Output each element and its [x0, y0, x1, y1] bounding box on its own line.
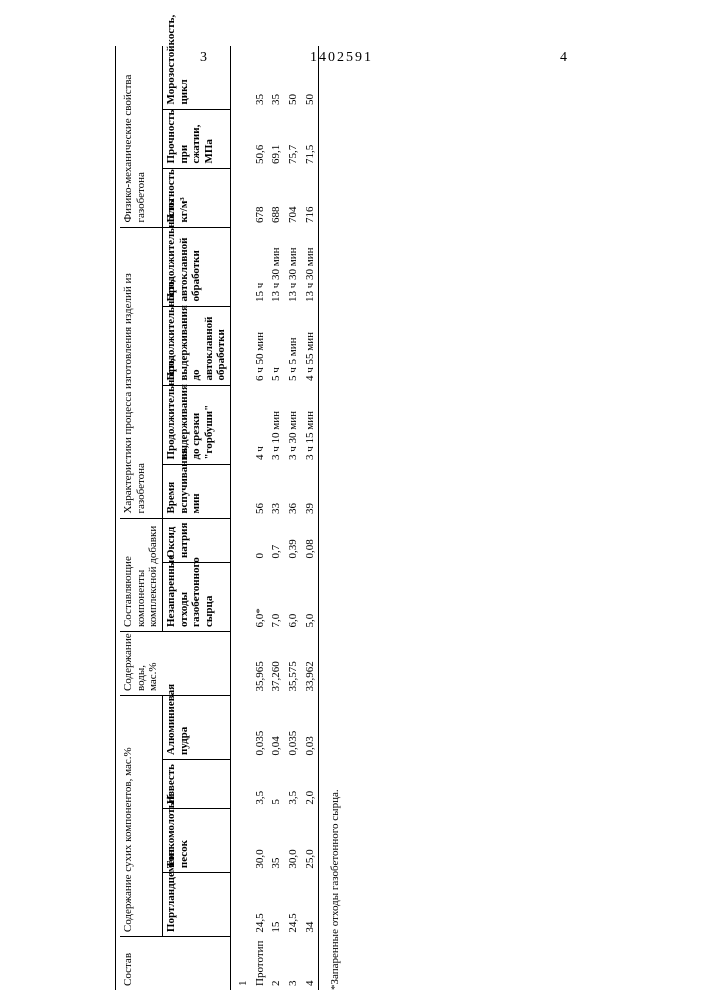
cell: 5 ч	[268, 306, 285, 385]
cell: 0,03	[302, 696, 319, 760]
cell: 13 ч 30 мин	[285, 227, 302, 306]
cell: 0,04	[268, 696, 285, 760]
cell: 35,575	[285, 632, 302, 696]
cell: 24,5	[252, 873, 269, 937]
cell: 5,0	[302, 563, 319, 632]
cell: 75,7	[285, 109, 302, 168]
cell: 13 ч 30 мин	[268, 227, 285, 306]
cell: 0	[252, 518, 269, 563]
footnote: *Запаренные отходы газобетонного сырца.	[329, 110, 341, 990]
cell: 13 ч 30 мин	[302, 227, 319, 306]
col-strength: Прочность при сжатии, МПа	[162, 109, 230, 168]
cell: 37,260	[268, 632, 285, 696]
col-frost: Морозостойкость, цикл	[162, 46, 230, 110]
cell: 0,7	[268, 518, 285, 563]
col-autoclave: Продолжительность автоклавной обработки	[162, 227, 230, 306]
table-container: Состав Содержание сухих компонентов, мас…	[115, 110, 341, 990]
cell: 35,965	[252, 632, 269, 696]
cell: 35	[268, 46, 285, 110]
col-hold1: Продолжительность выдерживания до срезки…	[162, 385, 230, 464]
cell: 25,0	[302, 809, 319, 873]
cell: 33,962	[302, 632, 319, 696]
cell: 36	[285, 464, 302, 518]
cell: 30,0	[285, 809, 302, 873]
cell: 33	[268, 464, 285, 518]
col-group-props: Физико-механические свойства газобетона	[120, 46, 162, 228]
cell: 71,5	[302, 109, 319, 168]
cell: 39	[302, 464, 319, 518]
cell: 0,035	[285, 696, 302, 760]
col-group-additive: Составляющие компоненты комплексной доба…	[120, 518, 162, 632]
cell: 6 ч 50 мин	[252, 306, 269, 385]
cell: 704	[285, 168, 302, 227]
col-sand: Тонкомолотый песок	[162, 809, 230, 873]
row-num: 2	[268, 937, 285, 990]
table-row: 2 15 35 5 0,04 37,260 7,0 0,7 33 3 ч 10 …	[268, 46, 285, 990]
data-table: Состав Содержание сухих компонентов, мас…	[115, 46, 323, 990]
cell: 5 ч 5 мин	[285, 306, 302, 385]
cell: 0,035	[252, 696, 269, 760]
cell: 24,5	[285, 873, 302, 937]
col-foamtime: Время вспучивания, мин	[162, 464, 230, 518]
table-row: 3 24,5 30,0 3,5 0,035 35,575 6,0 0,39 36…	[285, 46, 302, 990]
table-row: Прототип 24,5 30,0 3,5 0,035 35,965 6,0*…	[252, 46, 269, 990]
cell: 6,0	[285, 563, 302, 632]
col-waste: Незапаренные отходы газобетонного сырца	[162, 563, 230, 632]
cell: 30,0	[252, 809, 269, 873]
cell: 50	[285, 46, 302, 110]
col-lime: Известь	[162, 760, 230, 809]
col-group-dry: Содержание сухих компонентов, мас.%	[120, 696, 162, 937]
prototype-label: Прототип	[252, 937, 269, 990]
table-row: 4 34 25,0 2,0 0,03 33,962 5,0 0,08 39 3 …	[302, 46, 319, 990]
col-hold2: Продолжительность выдерживания до автокл…	[162, 306, 230, 385]
cell: 35	[268, 809, 285, 873]
cell: 0,08	[302, 518, 319, 563]
cell: 4 ч 55 мин	[302, 306, 319, 385]
cell: 15 ч	[252, 227, 269, 306]
cell: 50	[302, 46, 319, 110]
cell: 15	[268, 873, 285, 937]
cell: 0,39	[285, 518, 302, 563]
col-aluminum: Алюминиевая пудра	[162, 696, 230, 760]
page-num-right: 4	[560, 50, 567, 66]
cell: 5	[268, 760, 285, 809]
cell: 34	[302, 873, 319, 937]
col-naox: Оксид натрия	[162, 518, 230, 563]
cell: 688	[268, 168, 285, 227]
cell: 56	[252, 464, 269, 518]
cell: 3 ч 10 мин	[268, 385, 285, 464]
col-group-process: Характеристики процесса изготовления изд…	[120, 227, 162, 518]
table-row: 1	[235, 46, 252, 990]
cell: 4 ч	[252, 385, 269, 464]
cell: 678	[252, 168, 269, 227]
cell: 35	[252, 46, 269, 110]
col-portland: Портландцемент	[162, 873, 230, 937]
cell: 3,5	[252, 760, 269, 809]
cell: 716	[302, 168, 319, 227]
row-num: 3	[285, 937, 302, 990]
cell: 7,0	[268, 563, 285, 632]
cell: 3,5	[285, 760, 302, 809]
cell: 6,0*	[252, 563, 269, 632]
cell: 2,0	[302, 760, 319, 809]
col-density: Плотность кг/м³	[162, 168, 230, 227]
cell: 3 ч 30 мин	[285, 385, 302, 464]
row-num: 4	[302, 937, 319, 990]
row-num: 1	[235, 937, 252, 990]
cell: 69,1	[268, 109, 285, 168]
col-group-composition: Состав	[120, 937, 231, 990]
cell: 3 ч 15 мин	[302, 385, 319, 464]
cell: 50,6	[252, 109, 269, 168]
